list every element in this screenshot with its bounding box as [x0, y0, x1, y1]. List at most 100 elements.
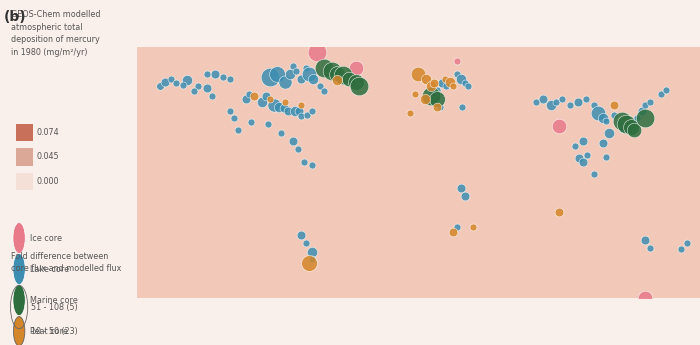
- Point: [452, 225, 463, 230]
- Text: (b): (b): [4, 10, 26, 24]
- Point: [425, 93, 436, 99]
- Point: [616, 118, 627, 124]
- Point: [256, 99, 267, 105]
- Point: [295, 114, 307, 119]
- Text: 10 - 50 (23): 10 - 50 (23): [32, 327, 78, 336]
- Point: [636, 109, 648, 114]
- Point: [311, 49, 322, 55]
- Point: [569, 143, 580, 149]
- Point: [217, 74, 228, 80]
- Point: [463, 83, 474, 89]
- Point: [421, 76, 432, 81]
- Point: [582, 152, 593, 158]
- Point: [632, 115, 643, 120]
- Point: [189, 88, 200, 94]
- Point: [327, 68, 338, 73]
- Point: [456, 104, 468, 109]
- Text: Peat core: Peat core: [30, 327, 68, 336]
- Point: [279, 79, 290, 85]
- Point: [318, 65, 330, 70]
- Point: [538, 96, 549, 102]
- Point: [206, 93, 217, 99]
- Point: [248, 93, 260, 99]
- Point: [428, 90, 440, 96]
- Point: [264, 74, 275, 80]
- Point: [350, 79, 361, 85]
- Point: [640, 237, 651, 243]
- Point: [245, 120, 256, 125]
- Point: [428, 80, 440, 86]
- Point: [159, 79, 170, 85]
- Point: [155, 83, 166, 89]
- Point: [447, 83, 458, 89]
- Point: [603, 131, 615, 136]
- Point: [262, 121, 274, 127]
- Point: [295, 76, 307, 81]
- Point: [577, 138, 588, 144]
- Point: [300, 240, 311, 246]
- Point: [640, 102, 651, 108]
- Point: [165, 76, 176, 81]
- Point: [241, 96, 252, 102]
- Bar: [16, 124, 33, 141]
- Point: [468, 225, 479, 230]
- Text: 0.000: 0.000: [37, 177, 60, 186]
- Text: Fold difference between
core flux and modelled flux: Fold difference between core flux and mo…: [11, 252, 121, 273]
- Point: [181, 77, 193, 83]
- Point: [331, 71, 342, 77]
- Point: [441, 83, 452, 89]
- Point: [209, 71, 220, 77]
- Point: [577, 159, 588, 164]
- Point: [225, 109, 236, 114]
- Point: [564, 102, 575, 108]
- Point: [580, 96, 592, 102]
- Point: [302, 112, 313, 117]
- Point: [294, 109, 305, 114]
- Point: [655, 91, 666, 97]
- Text: Ice core: Ice core: [30, 234, 62, 243]
- Point: [306, 109, 317, 114]
- Point: [597, 140, 608, 146]
- Point: [435, 104, 446, 109]
- Point: [303, 71, 314, 77]
- Point: [272, 71, 283, 77]
- Bar: [16, 172, 33, 190]
- Circle shape: [13, 316, 25, 345]
- Point: [593, 110, 604, 116]
- Point: [170, 80, 181, 86]
- Text: Marine core: Marine core: [30, 296, 78, 305]
- Point: [616, 126, 627, 131]
- Point: [556, 96, 568, 102]
- Point: [295, 232, 307, 238]
- Point: [431, 104, 442, 109]
- Text: 0.045: 0.045: [37, 152, 60, 161]
- Point: [588, 171, 599, 177]
- Point: [682, 240, 693, 246]
- Point: [318, 88, 330, 94]
- Point: [275, 131, 286, 136]
- Point: [314, 83, 326, 89]
- Point: [295, 102, 307, 108]
- Point: [601, 118, 612, 124]
- Point: [425, 88, 436, 94]
- Point: [460, 80, 471, 86]
- Point: [550, 99, 561, 105]
- Point: [554, 209, 565, 214]
- Point: [292, 146, 303, 152]
- Point: [640, 295, 651, 300]
- Point: [300, 65, 311, 70]
- Point: [640, 115, 651, 120]
- Point: [306, 256, 317, 262]
- Point: [613, 120, 624, 125]
- Point: [676, 246, 687, 252]
- Point: [444, 79, 455, 85]
- Point: [413, 71, 424, 77]
- Point: [573, 99, 584, 105]
- Point: [289, 109, 300, 114]
- Point: [629, 120, 640, 125]
- Point: [419, 96, 430, 102]
- Point: [460, 193, 471, 199]
- Point: [192, 83, 203, 89]
- Point: [405, 110, 416, 116]
- Point: [331, 77, 342, 83]
